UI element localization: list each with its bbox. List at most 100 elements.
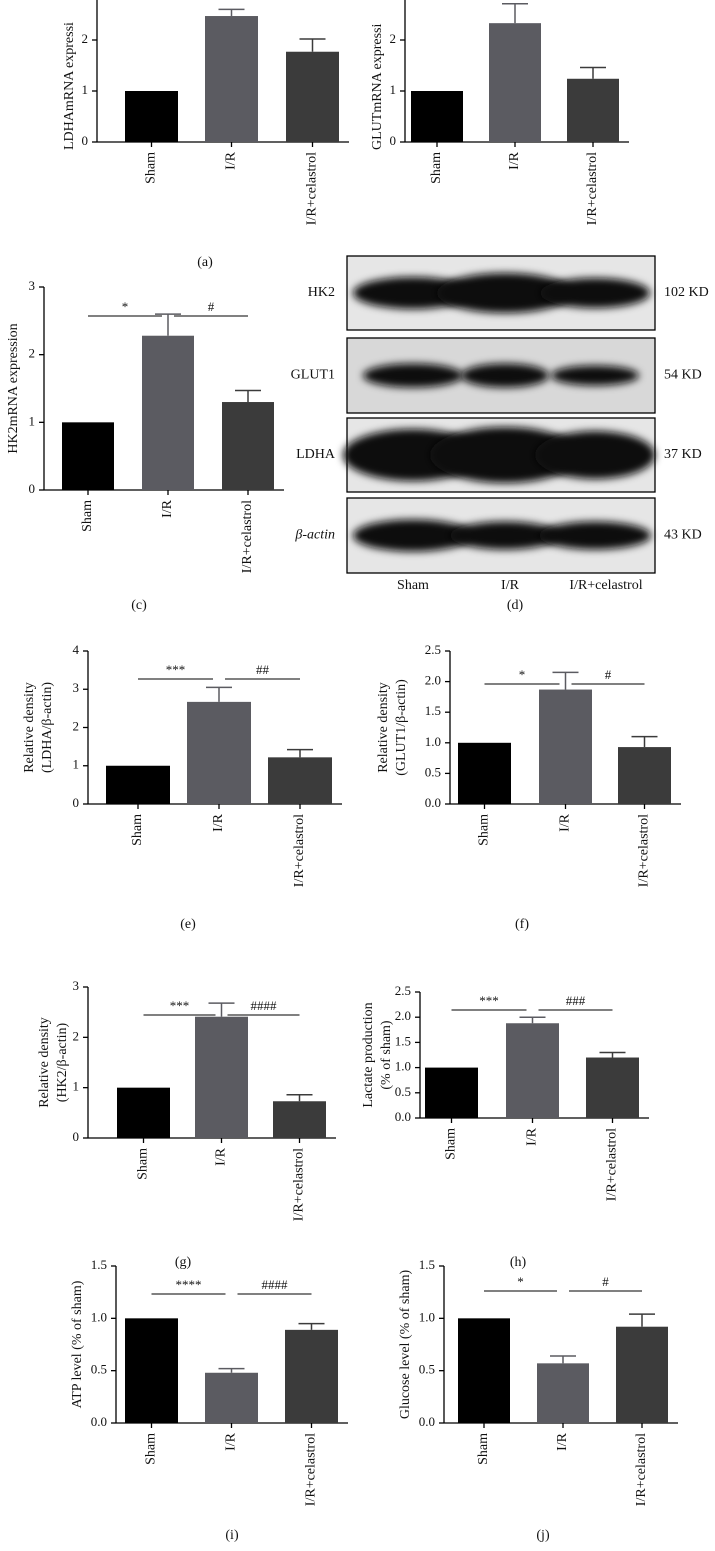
error-bar: [208, 1002, 235, 1017]
x-tick-label: Sham: [80, 500, 95, 532]
y-tick-label: 1.0: [419, 1309, 435, 1324]
significance-label: ####: [262, 1277, 289, 1292]
y-axis-label: (HK2/β-actin): [55, 1022, 70, 1102]
bar: [187, 701, 251, 804]
bar: [125, 91, 178, 142]
x-tick-label: I/R+celastrol: [637, 814, 652, 887]
blot-lane-label: I/R+celastrol: [569, 578, 642, 593]
bar: [125, 1318, 178, 1423]
y-tick-label: 3: [29, 278, 36, 293]
significance-label: ***: [170, 998, 190, 1013]
significance-label: *: [519, 667, 526, 682]
panel-caption: (e): [180, 917, 196, 932]
panel-caption: (i): [225, 1528, 239, 1543]
error-bar: [218, 1367, 245, 1373]
error-bar: [552, 671, 579, 690]
x-tick-label: I/R: [507, 151, 522, 170]
blot-band: [461, 363, 549, 388]
bar: [489, 23, 541, 143]
y-tick-label: 0.0: [419, 1414, 435, 1429]
blot-band: [363, 363, 463, 388]
significance-label: *: [122, 299, 129, 314]
x-tick-label: I/R+celastrol: [292, 1148, 307, 1221]
bar: [411, 91, 463, 142]
error-bar: [299, 38, 326, 52]
y-tick-label: 1.0: [91, 1309, 107, 1324]
error-bar: [298, 1322, 325, 1330]
significance-label: #: [208, 299, 215, 314]
blot-size-label: 54 KD: [664, 368, 702, 383]
y-axis-label: LDHAmRNA expressi: [62, 22, 77, 150]
bar: [106, 765, 170, 804]
bar: [273, 1101, 326, 1138]
significance-label: ##: [256, 662, 270, 677]
bar: [285, 1329, 338, 1423]
y-axis-label: Relative density: [376, 682, 391, 773]
y-axis-label: (GLUT1/β-actin): [394, 679, 409, 776]
y-axis-label: ATP level (% of sham): [70, 1280, 85, 1408]
x-tick-label: Sham: [477, 814, 492, 846]
error-bar: [502, 3, 528, 24]
blot-band: [450, 521, 560, 550]
y-axis-label: Relative density: [37, 1017, 52, 1108]
bar: [286, 51, 339, 143]
y-tick-label: 0.5: [419, 1362, 435, 1377]
blot-band: [540, 278, 650, 308]
blot-band: [430, 427, 580, 483]
blot-row-label: GLUT1: [291, 368, 335, 383]
y-axis-label: (% of sham): [379, 1020, 394, 1090]
error-bar: [218, 8, 245, 17]
y-tick-label: 0: [82, 133, 89, 148]
blot-band: [535, 431, 655, 479]
y-tick-label: 0: [390, 133, 397, 148]
y-tick-label: 3: [73, 680, 80, 695]
panel-caption: (j): [536, 1528, 550, 1543]
bar: [458, 742, 511, 804]
error-bar: [599, 1051, 626, 1058]
panel-caption: (a): [197, 255, 213, 270]
y-tick-label: 1: [29, 413, 36, 428]
error-bar: [580, 66, 606, 79]
x-tick-label: I/R+celastrol: [292, 814, 307, 887]
x-tick-label: I/R: [525, 1127, 540, 1146]
y-tick-label: 1.5: [395, 1033, 411, 1048]
y-tick-label: 2: [29, 346, 36, 361]
x-tick-label: Sham: [144, 152, 159, 184]
blot-band: [437, 273, 573, 313]
y-tick-label: 2: [73, 718, 80, 733]
x-tick-label: I/R: [224, 1432, 239, 1451]
bar: [586, 1057, 639, 1118]
panel-caption: (g): [175, 1255, 192, 1270]
y-tick-label: 1.5: [425, 703, 441, 718]
bar: [222, 402, 274, 490]
blot-row-label: β-actin: [294, 528, 335, 543]
bar: [458, 1318, 510, 1423]
y-tick-label: 3: [73, 978, 80, 993]
x-tick-label: I/R: [555, 1432, 570, 1451]
blot-size-label: 37 KD: [664, 447, 702, 462]
significance-label: ###: [566, 993, 586, 1008]
blot-band: [353, 519, 473, 552]
y-tick-label: 0.5: [395, 1084, 411, 1099]
error-bar: [631, 735, 658, 748]
significance-label: ***: [479, 993, 499, 1008]
bar: [537, 1363, 589, 1423]
blot-row-label: HK2: [308, 285, 335, 300]
y-tick-label: 0.0: [425, 795, 441, 810]
x-tick-label: Sham: [144, 1433, 159, 1465]
bar: [205, 16, 258, 143]
x-tick-label: I/R: [160, 499, 175, 518]
y-tick-label: 1: [390, 82, 397, 97]
y-tick-label: 2.0: [425, 673, 441, 688]
y-axis-label: (LDHA/β-actin): [40, 682, 55, 773]
x-tick-label: I/R: [558, 813, 573, 832]
error-bar: [550, 1355, 576, 1364]
error-bar: [155, 313, 181, 336]
y-tick-label: 0.0: [91, 1414, 107, 1429]
blot-band: [551, 365, 639, 386]
x-tick-label: I/R+celastrol: [605, 1128, 620, 1201]
significance-label: ***: [166, 662, 186, 677]
bar: [117, 1087, 170, 1138]
y-axis-label: Lactate production: [361, 1002, 376, 1107]
